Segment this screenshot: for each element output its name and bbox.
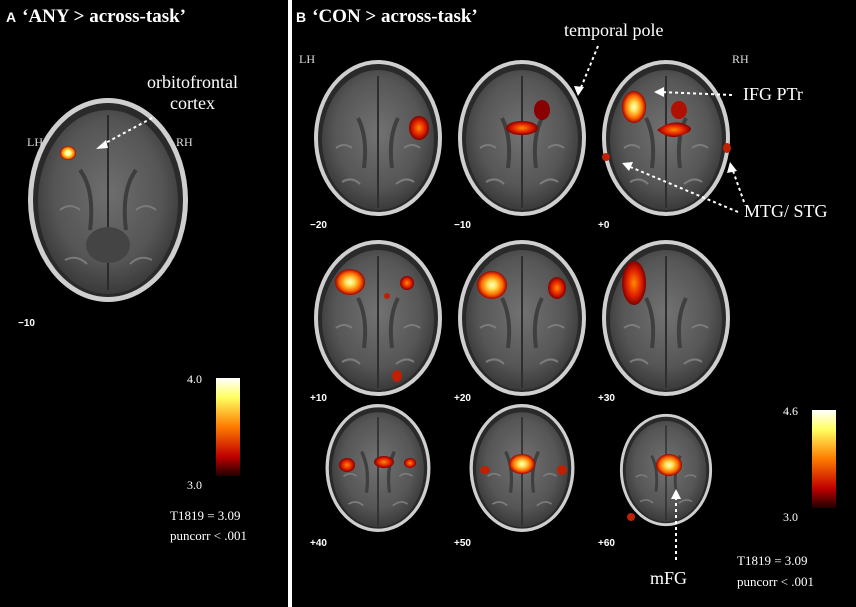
colorbar-a-max: 4.0 <box>187 372 202 386</box>
panel-a-title-text: ‘ANY > across-task’ <box>22 6 186 27</box>
activation-ifg-plus20 <box>477 271 507 299</box>
annotation-temporal-pole: temporal pole <box>564 20 664 40</box>
annotation-ifg: IFG PTr <box>743 84 803 104</box>
arrowhead-mtg-left <box>622 162 633 171</box>
activation-ifg-right <box>671 101 687 119</box>
activation-mid-plus40 <box>374 456 394 468</box>
activation-mfg <box>656 454 682 476</box>
brain-slice-plus30 <box>600 238 732 398</box>
slice-label-a: −10 <box>18 318 35 329</box>
activation-left-plus40 <box>339 458 355 472</box>
hemisphere-left-b: LH <box>299 52 315 66</box>
brain-slice-plus20 <box>456 238 588 398</box>
hemisphere-left-a: LH <box>27 135 43 149</box>
activation-striatum <box>657 122 691 138</box>
slice-label-5: +30 <box>598 393 615 404</box>
hemisphere-right-b: RH <box>732 52 749 66</box>
brain-slice-minus10 <box>456 58 588 218</box>
arrowhead-temporal-pole <box>574 86 584 96</box>
panel-a-graphics <box>28 98 240 476</box>
activation-ifg-plus10 <box>335 269 365 295</box>
activation-orbitofrontal <box>60 146 76 160</box>
colorbar-a <box>216 378 240 476</box>
annotation-orbitofrontal-1: orbitofrontal <box>147 72 238 92</box>
activation-right-plus50 <box>557 465 567 475</box>
activation-right-plus40 <box>404 458 416 468</box>
activation-ifg-plus30 <box>622 261 646 305</box>
hemisphere-right-a: RH <box>176 135 193 149</box>
slice-label-4: +20 <box>454 393 471 404</box>
stat-threshold-b: T1819 = 3.09 <box>737 553 808 568</box>
arrow-temporal-pole <box>579 45 599 91</box>
annotation-mfg: mFG <box>650 568 688 588</box>
arrow-orbitofrontal <box>99 117 153 147</box>
activation-mtg-right <box>723 143 731 153</box>
panel-a-title: A ‘ANY > across-task’ <box>6 6 186 28</box>
activation-ifg <box>622 91 646 123</box>
slice-label-7: +50 <box>454 538 471 549</box>
arrowhead-mtg-right <box>727 162 737 173</box>
colorbar-b-min: 3.0 <box>783 510 798 524</box>
activation-temporal-pole-2 <box>534 100 550 120</box>
brain-slice-plus10 <box>312 238 444 398</box>
slice-label-3: +10 <box>310 393 327 404</box>
panel-b-graphics <box>312 45 836 560</box>
arrow-ifg <box>659 91 733 96</box>
panel-b: B ‘CON > across-task’ <box>292 0 856 607</box>
activation-midline-1 <box>506 121 538 135</box>
arrowhead-orbitofrontal <box>96 140 108 149</box>
activation-right-plus10 <box>400 276 414 290</box>
colorbar-b-max: 4.6 <box>783 404 798 418</box>
panel-b-title: B ‘CON > across-task’ <box>296 6 478 28</box>
panel-b-title-text: ‘CON > across-task’ <box>312 6 478 27</box>
activation-left-plus60 <box>627 513 635 521</box>
arrow-mtg-left <box>627 165 739 213</box>
arrow-mtg-right <box>731 167 745 203</box>
activation-mid-plus50 <box>509 454 535 474</box>
colorbar-a-min: 3.0 <box>187 478 202 492</box>
activation-left-plus50 <box>480 466 490 474</box>
stat-threshold-a: T1819 = 3.09 <box>170 508 241 523</box>
panel-b-letter: B <box>296 9 307 25</box>
activation-temporal-pole-1 <box>409 116 429 140</box>
slice-label-1: −10 <box>454 220 471 231</box>
annotation-orbitofrontal-2: cortex <box>170 93 215 113</box>
slice-label-2: +0 <box>598 220 610 231</box>
arrowhead-ifg <box>654 87 664 97</box>
slice-label-6: +40 <box>310 538 327 549</box>
panel-a-letter: A <box>6 9 17 25</box>
annotation-mtg: MTG/ STG <box>744 201 828 221</box>
slice-label-8: +60 <box>598 538 615 549</box>
panel-a: A ‘ANY > across-task’ <box>0 0 288 607</box>
stat-p-a: puncorr < .001 <box>170 528 248 543</box>
arrowhead-mfg <box>671 489 681 499</box>
colorbar-b <box>812 410 836 508</box>
stat-p-b: puncorr < .001 <box>737 574 815 589</box>
brain-slice-plus0 <box>600 58 732 218</box>
activation-occipital-plus10 <box>392 370 402 382</box>
activation-caudate-plus10 <box>384 293 390 299</box>
activation-right-plus20 <box>548 277 566 299</box>
activation-mtg-left <box>602 153 610 161</box>
brain-slice-a <box>28 98 188 302</box>
slice-label-0: −20 <box>310 220 327 231</box>
